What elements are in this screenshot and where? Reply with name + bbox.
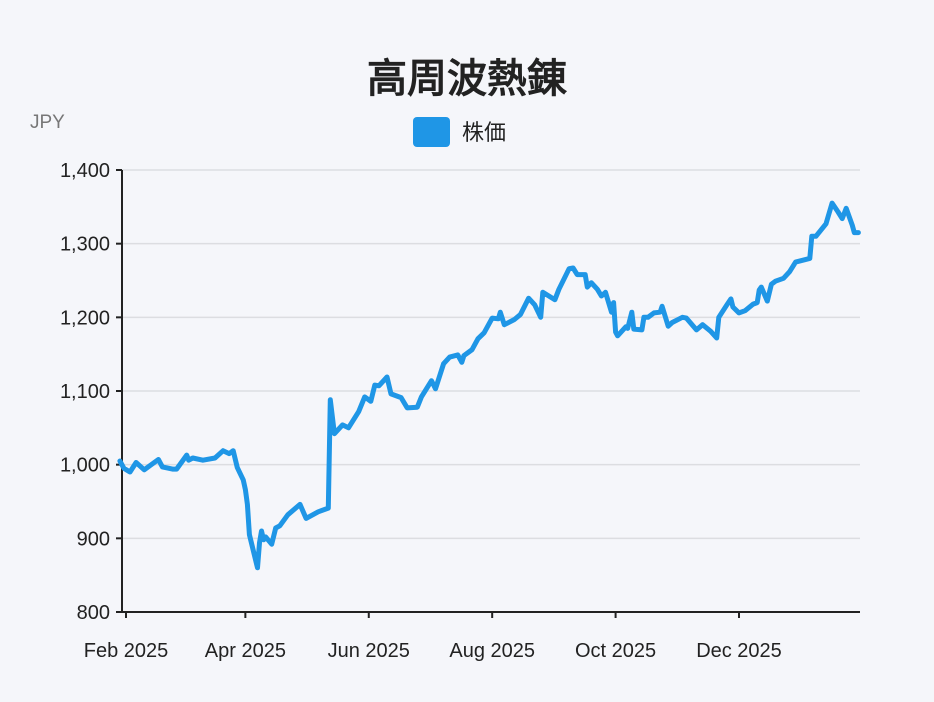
x-tick-label: Feb 2025	[84, 640, 169, 662]
x-tick-label: Aug 2025	[449, 640, 535, 662]
price-series-line	[117, 200, 861, 571]
legend-swatch	[413, 117, 450, 147]
x-tick-label: Jun 2025	[328, 640, 410, 662]
x-tick-label: Apr 2025	[205, 640, 286, 662]
y-tick-label: 1,300	[60, 234, 110, 256]
y-tick-label: 1,000	[60, 455, 110, 477]
chart-title: 高周波熱錬	[367, 56, 568, 102]
y-tick-label: 1,400	[60, 160, 110, 182]
y-tick-label: 900	[77, 528, 110, 550]
legend-label: 株価	[462, 121, 506, 146]
x-tick-label: Oct 2025	[575, 640, 656, 662]
y-tick-label: 1,200	[60, 307, 110, 329]
y-axis-unit-label: JPY	[30, 112, 65, 133]
y-tick-label: 800	[77, 602, 110, 624]
legend[interactable]: 株価	[413, 117, 506, 147]
x-tick-label: Dec 2025	[696, 640, 782, 662]
y-tick-label: 1,100	[60, 381, 110, 403]
